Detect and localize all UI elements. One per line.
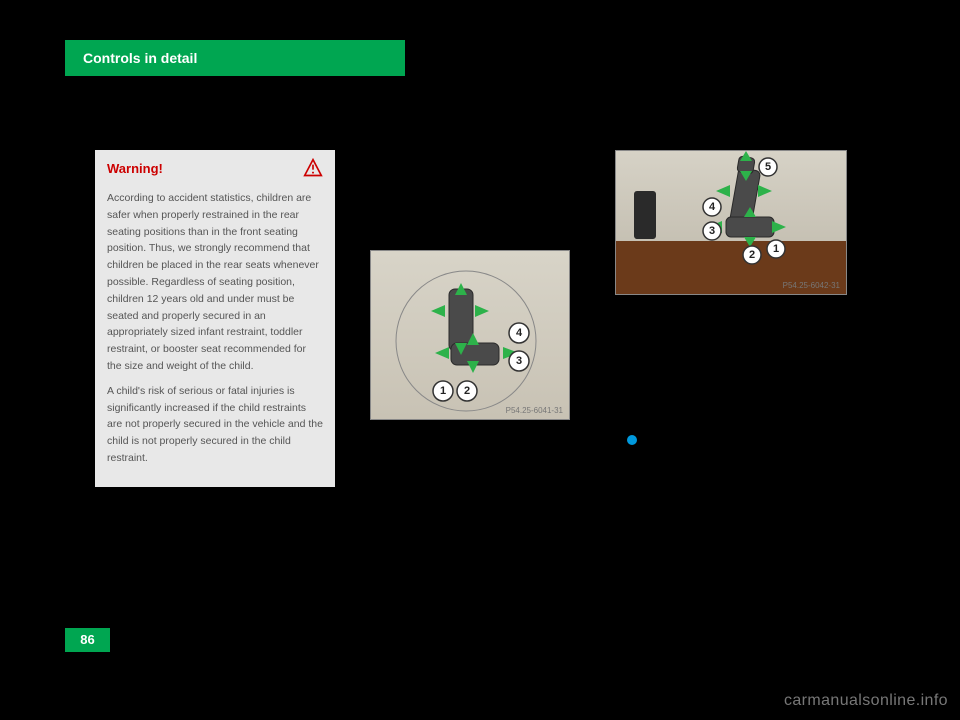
page-number: 86 bbox=[65, 628, 110, 652]
seat-adjustment-figure-2: 1 2 3 4 5 P54.25-6042-31 bbox=[615, 150, 847, 295]
watermark: carmanualsonline.info bbox=[784, 692, 948, 710]
manual-page: Controls in detail Warning! According to… bbox=[55, 40, 905, 640]
warning-paragraph: According to accident statistics, childr… bbox=[107, 190, 323, 375]
warning-title: Warning! bbox=[107, 161, 163, 176]
warning-header: Warning! bbox=[95, 150, 335, 182]
figure-code: P54.25-6042-31 bbox=[783, 281, 840, 290]
bullet-dot-icon bbox=[627, 435, 637, 445]
callout-2: 2 bbox=[749, 249, 755, 261]
section-header: Controls in detail bbox=[65, 40, 405, 76]
warning-box: Warning! According to accident statistic… bbox=[95, 150, 335, 487]
callout-3: 3 bbox=[516, 355, 522, 367]
seat-adjustment-figure-1: 1 2 3 4 P54.25-6041-31 bbox=[370, 250, 570, 420]
callout-1: 1 bbox=[773, 243, 779, 255]
callout-4: 4 bbox=[709, 201, 716, 213]
callout-5: 5 bbox=[765, 161, 771, 173]
warning-paragraph: A child's risk of serious or fatal injur… bbox=[107, 383, 323, 467]
callout-3: 3 bbox=[709, 225, 715, 237]
callout-2: 2 bbox=[464, 385, 470, 397]
page-number-value: 86 bbox=[80, 632, 94, 647]
callout-1: 1 bbox=[440, 385, 446, 397]
figure-code: P54.25-6041-31 bbox=[506, 406, 563, 415]
warning-body: According to accident statistics, childr… bbox=[95, 182, 335, 487]
section-title: Controls in detail bbox=[83, 50, 197, 66]
callout-4: 4 bbox=[516, 327, 523, 339]
warning-triangle-icon bbox=[303, 158, 323, 178]
